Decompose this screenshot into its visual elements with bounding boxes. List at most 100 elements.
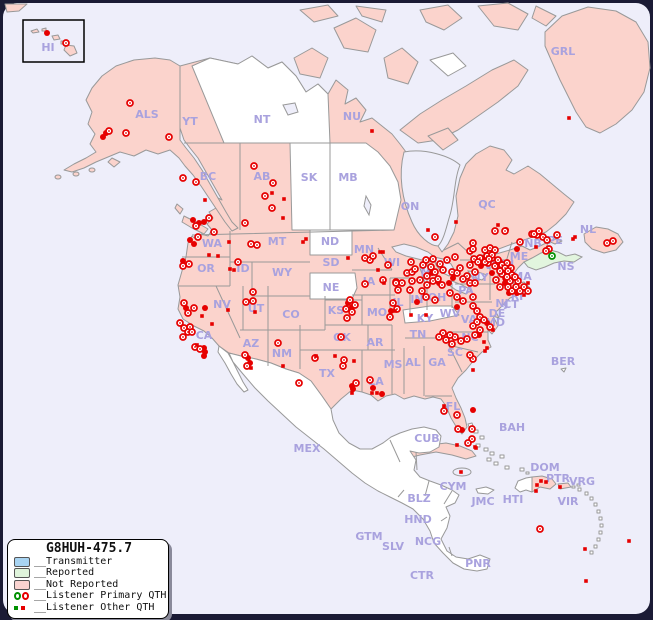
listener-other-qth-marker[interactable] xyxy=(534,489,538,493)
listener-other-qth-marker[interactable] xyxy=(424,313,428,317)
listener-cluster-dot[interactable] xyxy=(446,280,452,286)
listener-cluster-dot[interactable] xyxy=(379,391,385,397)
listener-other-qth-marker[interactable] xyxy=(571,237,575,241)
listener-cluster-dot[interactable] xyxy=(190,217,196,223)
listener-other-qth-marker[interactable] xyxy=(203,198,207,202)
listener-other-qth-marker[interactable] xyxy=(393,309,397,313)
region-label-ptr: PTR xyxy=(546,472,571,485)
listener-other-qth-marker[interactable] xyxy=(216,254,220,258)
listener-other-qth-marker[interactable] xyxy=(270,191,274,195)
listener-other-qth-marker[interactable] xyxy=(535,483,539,487)
listener-other-qth-marker[interactable] xyxy=(382,281,386,285)
listener-other-qth-marker[interactable] xyxy=(249,366,253,370)
listener-other-qth-marker[interactable] xyxy=(281,364,285,368)
listener-other-qth-marker[interactable] xyxy=(442,404,446,408)
listener-other-qth-marker[interactable] xyxy=(584,579,588,583)
listener-other-qth-marker[interactable] xyxy=(426,228,430,232)
listener-other-qth-marker[interactable] xyxy=(227,240,231,244)
listener-cluster-dot[interactable] xyxy=(470,407,476,413)
listener-primary-qth-marker-core xyxy=(125,132,127,134)
listener-other-qth-marker[interactable] xyxy=(573,235,577,239)
listener-primary-qth-marker-core xyxy=(437,278,439,280)
listener-primary-qth-marker-core xyxy=(188,263,190,265)
listener-cluster-dot[interactable] xyxy=(191,241,197,247)
listener-other-qth-marker[interactable] xyxy=(232,268,236,272)
listener-other-qth-marker[interactable] xyxy=(558,485,562,489)
listener-cluster-dot[interactable] xyxy=(350,386,356,392)
listener-other-qth-marker[interactable] xyxy=(455,443,459,447)
listener-primary-qth-marker-core xyxy=(473,258,475,260)
region-label-al: AL xyxy=(405,356,421,369)
listener-primary-qth-marker-core xyxy=(355,382,357,384)
listener-other-qth-marker[interactable] xyxy=(352,359,356,363)
listener-other-qth-marker[interactable] xyxy=(567,116,571,120)
listener-other-qth-marker[interactable] xyxy=(376,268,380,272)
listener-cluster-dot[interactable] xyxy=(454,304,460,310)
listener-cluster-dot[interactable] xyxy=(202,305,208,311)
listener-other-qth-marker[interactable] xyxy=(485,346,489,350)
listener-primary-qth-marker-core xyxy=(349,299,351,301)
listener-other-qth-marker[interactable] xyxy=(350,391,354,395)
listener-other-qth-marker[interactable] xyxy=(200,314,204,318)
listener-cluster-dot[interactable] xyxy=(100,134,106,140)
listener-other-qth-marker[interactable] xyxy=(459,470,463,474)
listener-cluster-dot[interactable] xyxy=(201,353,207,359)
listener-other-qth-marker[interactable] xyxy=(483,349,487,353)
listener-cluster-dot[interactable] xyxy=(414,299,420,305)
listener-cluster-dot[interactable] xyxy=(489,270,495,276)
listener-other-qth-marker[interactable] xyxy=(375,391,379,395)
listener-cluster-dot[interactable] xyxy=(514,246,520,252)
listener-primary-qth-marker-core xyxy=(213,231,215,233)
listener-markers[interactable] xyxy=(44,30,631,583)
listener-other-qth-marker[interactable] xyxy=(482,340,486,344)
listener-cluster-dot[interactable] xyxy=(450,275,456,281)
listener-cluster-dot[interactable] xyxy=(370,385,376,391)
listener-cluster-dot[interactable] xyxy=(201,219,207,225)
listener-other-qth-marker[interactable] xyxy=(346,256,350,260)
listener-other-qth-marker[interactable] xyxy=(522,293,526,297)
listener-other-qth-marker[interactable] xyxy=(544,480,548,484)
listener-primary-qth-marker-core xyxy=(392,302,394,304)
listener-cluster-dot[interactable] xyxy=(388,308,394,314)
listener-other-qth-marker[interactable] xyxy=(282,197,286,201)
listener-other-qth-marker[interactable] xyxy=(526,281,530,285)
listener-other-qth-marker[interactable] xyxy=(207,253,211,257)
listener-other-qth-marker[interactable] xyxy=(471,368,475,372)
listener-other-qth-marker[interactable] xyxy=(304,237,308,241)
listener-other-qth-marker[interactable] xyxy=(381,250,385,254)
listener-other-qth-marker[interactable] xyxy=(539,479,543,483)
listener-other-qth-marker[interactable] xyxy=(226,308,230,312)
listener-other-qth-marker[interactable] xyxy=(627,539,631,543)
listener-primary-qth-marker-core xyxy=(439,263,441,265)
listener-other-qth-marker[interactable] xyxy=(491,328,495,332)
listener-other-qth-marker[interactable] xyxy=(534,245,538,249)
region-label-cub: CUB xyxy=(414,432,439,445)
listener-other-qth-marker[interactable] xyxy=(210,322,214,326)
listener-primary-qth-marker-core xyxy=(389,316,391,318)
listener-other-qth-marker[interactable] xyxy=(253,310,257,314)
listener-other-qth-marker[interactable] xyxy=(301,240,305,244)
listener-other-qth-marker[interactable] xyxy=(333,354,337,358)
listener-other-qth-marker[interactable] xyxy=(370,391,374,395)
listener-other-qth-marker[interactable] xyxy=(496,223,500,227)
listener-primary-qth-marker-core xyxy=(489,247,491,249)
listener-other-qth-marker[interactable] xyxy=(228,267,232,271)
listener-primary-qth-marker-core xyxy=(476,321,478,323)
listener-primary-qth-marker-core xyxy=(108,130,110,132)
listener-cluster-dot[interactable] xyxy=(44,30,50,36)
listener-other-qth-marker[interactable] xyxy=(370,129,374,133)
region-label-de: DE xyxy=(489,307,506,320)
listener-other-qth-marker[interactable] xyxy=(409,313,413,317)
listener-other-qth-marker[interactable] xyxy=(583,547,587,551)
listener-cluster-dot[interactable] xyxy=(187,237,193,243)
listener-other-qth-marker[interactable] xyxy=(195,343,199,347)
listener-primary-qth-marker-core xyxy=(606,242,608,244)
listener-primary-qth-marker-core xyxy=(499,286,501,288)
listener-other-qth-marker[interactable] xyxy=(473,445,477,449)
listener-other-qth-marker[interactable] xyxy=(314,354,318,358)
listener-other-qth-marker[interactable] xyxy=(454,220,458,224)
listener-other-qth-marker[interactable] xyxy=(281,216,285,220)
listener-other-qth-marker[interactable] xyxy=(378,250,382,254)
